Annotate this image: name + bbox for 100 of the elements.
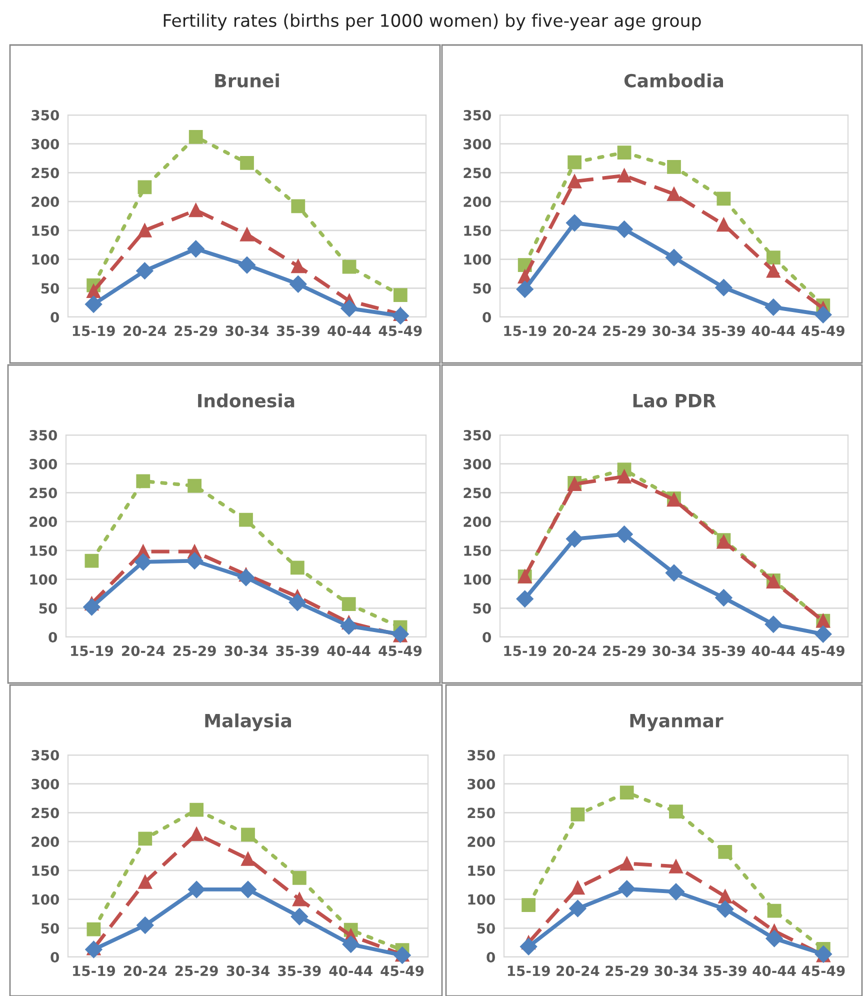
x-tick-label: 35-39	[702, 646, 746, 656]
point	[570, 808, 585, 822]
point	[342, 936, 360, 953]
point	[190, 827, 204, 842]
point	[342, 260, 356, 274]
y-tick-label: 350	[30, 430, 58, 440]
x-tick-label: 45-49	[802, 326, 844, 336]
x-tick-label: 30-34	[654, 966, 698, 976]
y-tick-label: 50	[41, 923, 60, 934]
chart-title: Myanmar	[630, 714, 724, 732]
point	[240, 156, 254, 170]
y-tick-label: 150	[30, 545, 58, 556]
x-tick-label: 30-34	[652, 646, 696, 656]
y-tick-label: 200	[464, 196, 492, 208]
point	[570, 880, 585, 895]
x-tick-label: 40-44	[327, 646, 370, 656]
point	[136, 916, 154, 934]
y-tick-label: 300	[464, 138, 492, 150]
point	[342, 597, 356, 612]
y-tick-label: 0	[48, 632, 58, 642]
x-tick-label: 45-49	[380, 966, 424, 976]
x-tick-label: 45-49	[802, 966, 845, 976]
x-tick-label: 20-24	[124, 966, 167, 976]
point	[520, 938, 538, 956]
point	[138, 180, 152, 194]
point	[136, 474, 150, 488]
x-tick-label: 25-29	[174, 326, 218, 336]
y-tick-label: 250	[468, 808, 496, 818]
point	[716, 218, 731, 232]
point	[86, 284, 101, 298]
point	[716, 192, 731, 206]
point	[764, 616, 782, 633]
point	[667, 883, 685, 900]
point	[188, 880, 206, 898]
point	[620, 786, 634, 800]
y-tick-label: 100	[464, 254, 492, 265]
y-tick-label: 350	[464, 110, 492, 120]
point	[292, 870, 306, 885]
point	[190, 802, 204, 817]
point	[620, 856, 634, 870]
y-tick-label: 150	[468, 865, 496, 876]
point	[617, 470, 632, 484]
point	[665, 249, 683, 266]
y-tick-label: 250	[32, 168, 60, 178]
y-tick-label: 100	[468, 894, 496, 905]
x-tick-label: 45-49	[378, 646, 422, 656]
x-tick-label: 35-39	[276, 646, 319, 656]
y-tick-label: 100	[32, 894, 60, 905]
point	[616, 220, 633, 238]
point	[766, 264, 780, 278]
x-tick-label: 25-29	[173, 646, 216, 656]
point	[239, 880, 257, 898]
point	[393, 288, 408, 302]
x-tick-label: 25-29	[606, 966, 648, 976]
point	[290, 276, 307, 293]
y-tick-label: 100	[30, 574, 58, 585]
x-tick-label: 25-29	[175, 966, 218, 976]
point	[716, 900, 734, 918]
y-tick-label: 350	[32, 750, 60, 760]
x-tick-label: 20-24	[553, 326, 596, 336]
point	[340, 300, 358, 317]
point	[568, 174, 582, 188]
y-tick-label: 50	[473, 603, 492, 614]
x-tick-label: 15-19	[73, 966, 116, 976]
x-tick-label: 15-19	[504, 326, 546, 336]
point	[188, 203, 203, 218]
point	[718, 889, 732, 904]
point	[568, 155, 582, 170]
x-tick-label: 15-19	[504, 646, 546, 656]
y-tick-label: 50	[39, 603, 58, 614]
chart-title: Indonesia	[198, 394, 294, 408]
point	[138, 223, 152, 238]
x-tick-label: 25-29	[603, 646, 646, 656]
point	[715, 589, 732, 606]
point	[86, 922, 101, 936]
y-tick-label: 250	[32, 808, 60, 818]
y-tick-label: 50	[473, 283, 492, 294]
point	[238, 256, 256, 274]
point	[188, 130, 203, 144]
y-tick-label: 50	[41, 283, 60, 294]
point	[516, 280, 534, 298]
text: Fertility rates (births per 1000 women) by five-year age group	[164, 14, 701, 30]
point	[292, 892, 306, 906]
point	[814, 626, 832, 643]
x-tick-label: 15-19	[71, 646, 114, 656]
x-tick-label: 40-44	[752, 966, 796, 976]
x-tick-label: 40-44	[752, 326, 795, 336]
y-tick-label: 200	[32, 836, 60, 848]
x-tick-label: 20-24	[122, 646, 165, 656]
point	[767, 904, 782, 918]
y-tick-label: 200	[464, 516, 492, 528]
chart-title: Malaysia	[205, 714, 292, 732]
y-tick-label: 300	[464, 458, 492, 470]
y-tick-label: 150	[32, 225, 60, 236]
y-tick-label: 250	[464, 168, 492, 178]
point	[188, 478, 202, 493]
y-tick-label: 200	[30, 516, 58, 528]
point	[138, 875, 152, 889]
point	[718, 845, 732, 859]
point	[522, 898, 536, 912]
